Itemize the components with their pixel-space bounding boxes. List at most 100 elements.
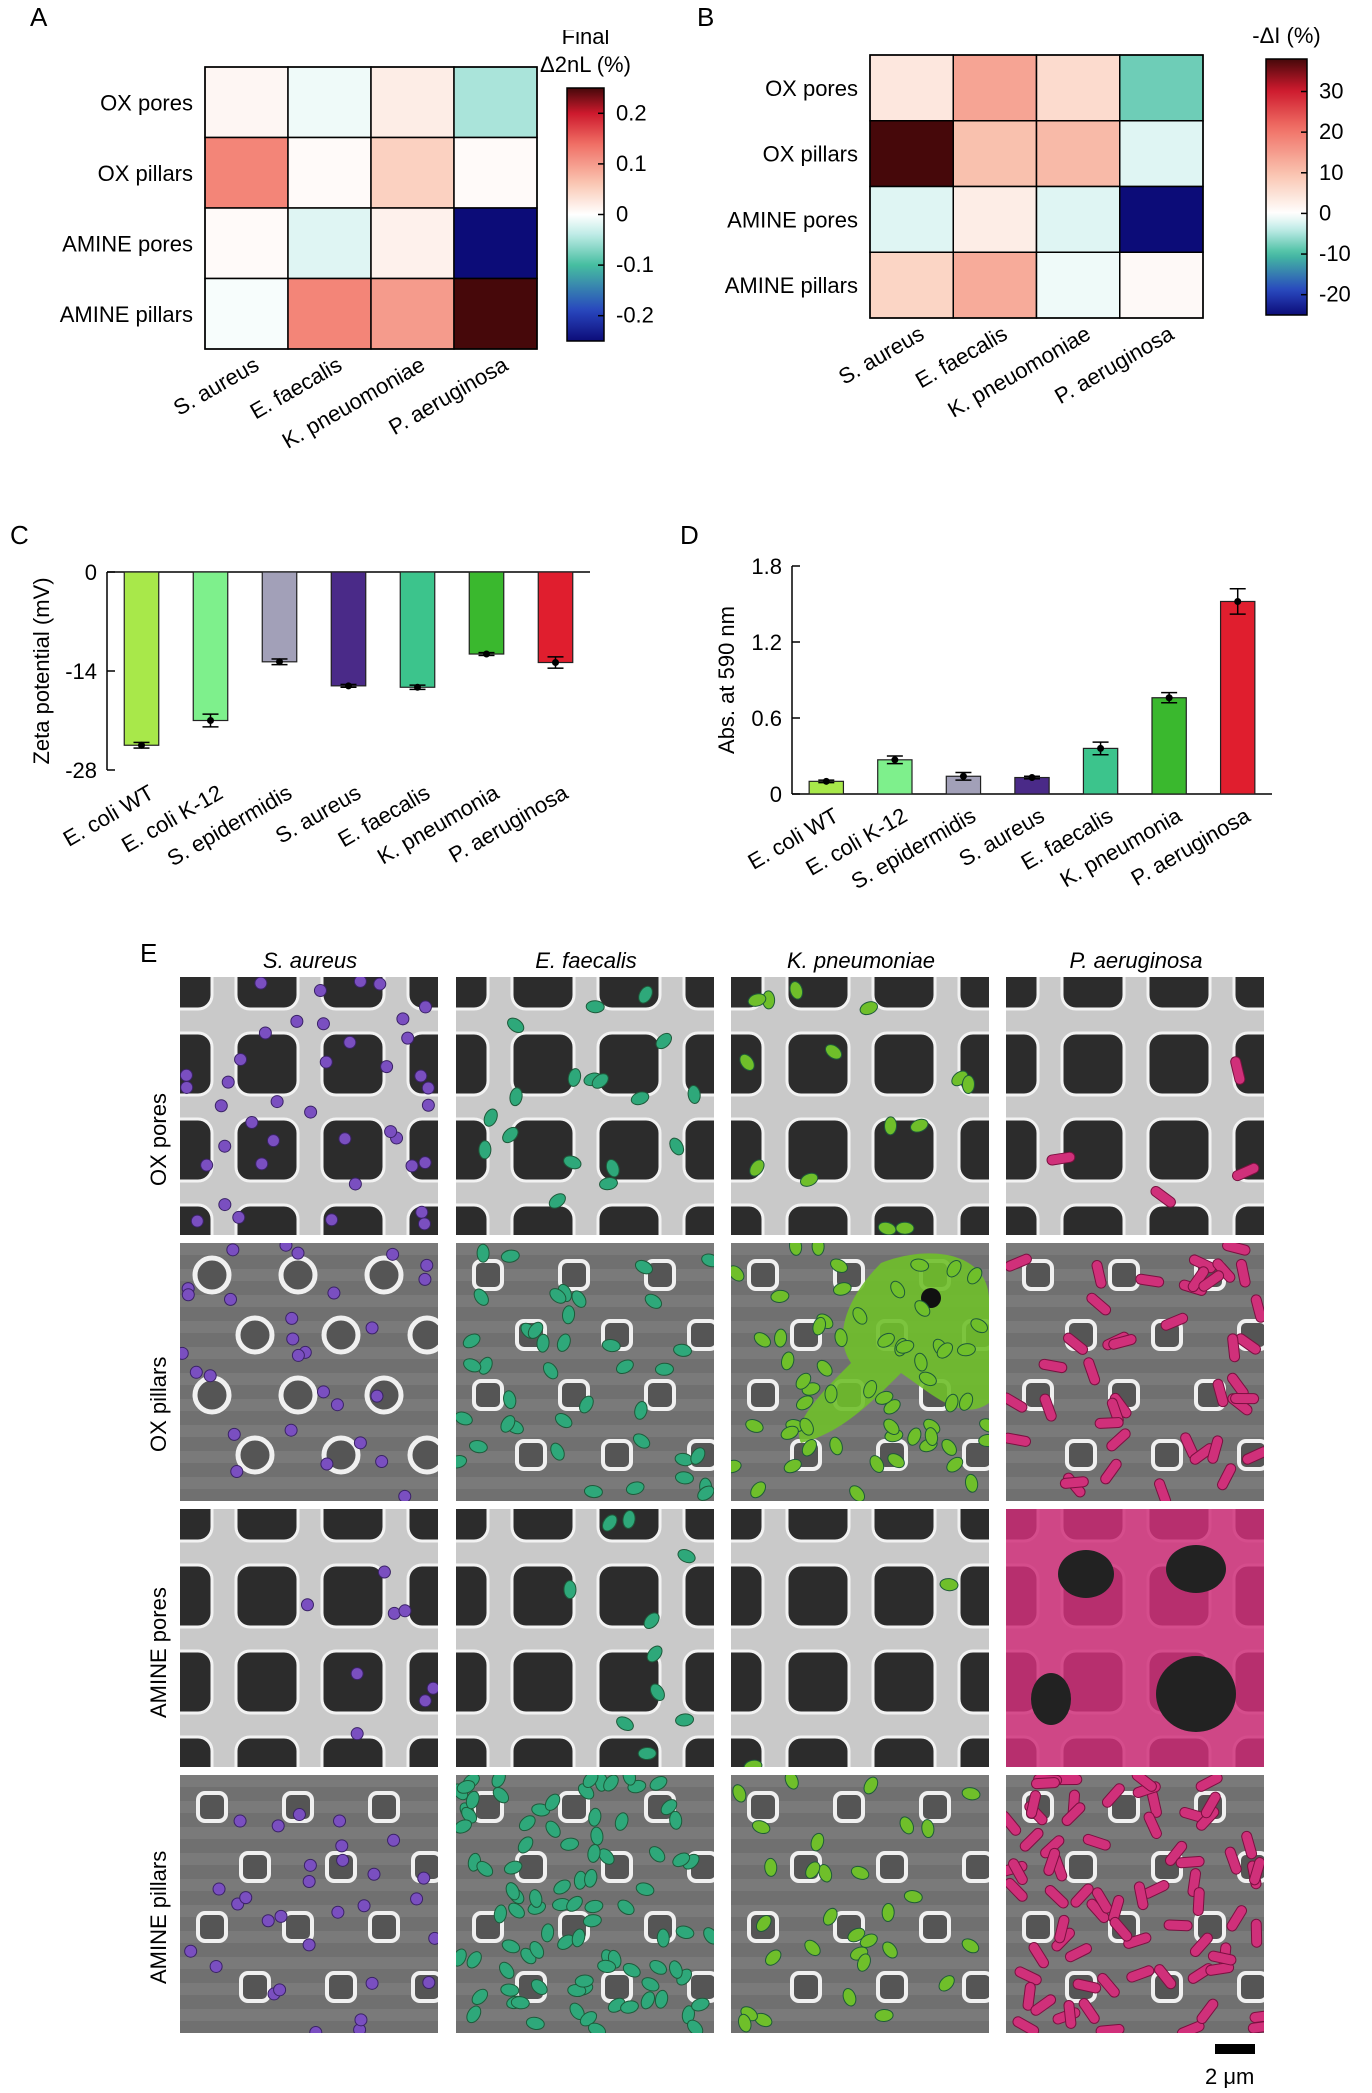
bacterium bbox=[780, 1425, 799, 1440]
bacterium bbox=[200, 1158, 214, 1172]
heatmap-cell bbox=[453, 277, 538, 350]
bacterium bbox=[270, 1095, 284, 1109]
bacterium bbox=[614, 1812, 629, 1831]
pillar bbox=[919, 1911, 951, 1943]
pore bbox=[731, 1563, 765, 1629]
bacterium bbox=[1126, 1965, 1155, 1983]
pillar bbox=[196, 1791, 228, 1823]
pore bbox=[785, 1563, 851, 1629]
bar bbox=[537, 571, 574, 664]
bacterium bbox=[640, 1991, 656, 2010]
pore bbox=[320, 1649, 386, 1715]
pore bbox=[234, 1117, 300, 1183]
pillar bbox=[962, 1851, 989, 1883]
bacterium bbox=[1038, 1358, 1068, 1374]
bacterium bbox=[1250, 1918, 1263, 1948]
bacterium bbox=[1095, 2023, 1125, 2033]
pillar bbox=[239, 1851, 271, 1883]
bacterium bbox=[591, 1073, 609, 1089]
pillar bbox=[962, 1971, 989, 2003]
bacterium bbox=[799, 1417, 814, 1436]
bacterium bbox=[921, 1819, 935, 1839]
bacterium bbox=[502, 1126, 519, 1144]
bacterium bbox=[1070, 1883, 1094, 1908]
bacterium bbox=[805, 1861, 821, 1879]
bacterium bbox=[418, 1000, 432, 1014]
pore bbox=[731, 1735, 765, 1767]
substrate-stripe bbox=[180, 2009, 438, 2021]
bacterium bbox=[212, 1882, 226, 1896]
micrograph-drawing bbox=[731, 977, 989, 1235]
bacterium bbox=[852, 1307, 868, 1325]
bar bbox=[468, 571, 505, 655]
bacterium bbox=[456, 1819, 472, 1834]
pore bbox=[510, 1649, 576, 1715]
pore bbox=[1060, 977, 1126, 1011]
bacterium bbox=[810, 1832, 825, 1852]
bacterium bbox=[563, 1155, 582, 1170]
heatmap-cell bbox=[1119, 120, 1204, 188]
substrate-stripe bbox=[731, 1477, 989, 1489]
pillar bbox=[235, 1435, 275, 1475]
bacterium bbox=[863, 1776, 879, 1795]
micrograph-tile bbox=[180, 977, 438, 1235]
bacterium bbox=[274, 1909, 288, 1923]
bacterium bbox=[218, 1139, 232, 1153]
column-label: S. aureus bbox=[834, 321, 928, 390]
bacterium bbox=[583, 1485, 603, 1499]
pore bbox=[1006, 1031, 1040, 1097]
pillar bbox=[196, 1911, 228, 1943]
bacterium bbox=[491, 1775, 506, 1788]
bacterium bbox=[672, 1852, 691, 1868]
heatmap-cell bbox=[287, 136, 372, 209]
panel-label-a: A bbox=[30, 2, 48, 32]
bacterium bbox=[398, 1604, 412, 1618]
substrate-stripe bbox=[180, 1451, 438, 1463]
bacterium bbox=[1043, 1847, 1061, 1876]
bacterium bbox=[571, 1928, 586, 1948]
bacterium bbox=[649, 1683, 665, 1702]
bacterium bbox=[536, 1333, 550, 1353]
colorbar bbox=[1265, 58, 1308, 316]
substrate-stripe bbox=[1006, 1295, 1264, 1307]
heatmap-cell bbox=[1119, 54, 1204, 122]
biofilm bbox=[1006, 1509, 1264, 1767]
pore bbox=[406, 977, 438, 1011]
substrate bbox=[731, 1509, 989, 1767]
bacterium bbox=[348, 1177, 362, 1191]
micrograph-tile bbox=[731, 1243, 989, 1501]
bacterium bbox=[895, 1339, 915, 1354]
micrograph-tile bbox=[731, 1509, 989, 1767]
pillar bbox=[1065, 1439, 1097, 1471]
bacterium bbox=[638, 985, 653, 1004]
colorbar-tick-label: -10 bbox=[1319, 241, 1351, 266]
micrograph-column-title: K. pneumoniae bbox=[787, 948, 935, 973]
bacterium bbox=[367, 1867, 381, 1881]
bacterium bbox=[476, 1860, 494, 1877]
bacterium bbox=[320, 1457, 334, 1471]
bacterium bbox=[1227, 1333, 1241, 1363]
bacterium bbox=[530, 1979, 548, 1996]
bacterium bbox=[967, 1267, 983, 1285]
bacterium bbox=[622, 1962, 641, 1978]
colorbar-tick-label: 20 bbox=[1319, 119, 1343, 144]
scale-bar-label: 2 μm bbox=[1205, 2064, 1255, 2089]
bacterium bbox=[1012, 2016, 1040, 2033]
pore bbox=[1060, 1203, 1126, 1235]
bacterium bbox=[226, 1243, 240, 1257]
pore bbox=[871, 1735, 937, 1767]
bacterium bbox=[632, 1433, 651, 1449]
bacterium bbox=[309, 2026, 323, 2033]
bacterium bbox=[1195, 1775, 1223, 1792]
pore bbox=[1166, 1545, 1226, 1593]
bacterium bbox=[824, 1044, 843, 1060]
y-axis-label: Abs. at 590 nm bbox=[714, 606, 739, 754]
substrate bbox=[1006, 977, 1264, 1235]
bacterium bbox=[1247, 2020, 1264, 2033]
colorbar-tick-label: -20 bbox=[1319, 282, 1351, 307]
bacterium bbox=[603, 1775, 619, 1792]
heatmap-frame bbox=[204, 66, 538, 350]
bacterium bbox=[743, 1759, 763, 1767]
bacterium bbox=[456, 1411, 473, 1426]
pillar bbox=[368, 1911, 400, 1943]
